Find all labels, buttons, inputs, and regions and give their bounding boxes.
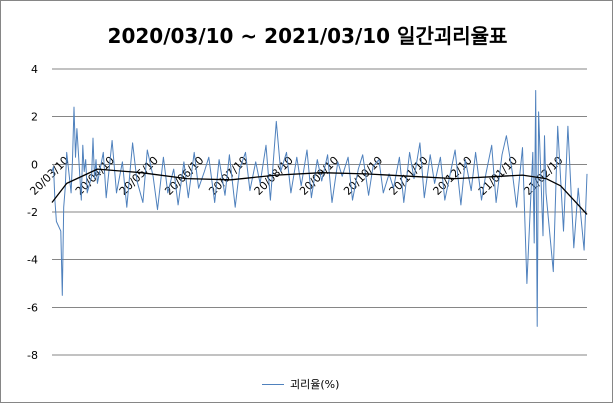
y-tick-label: -6 xyxy=(27,301,38,314)
chart-title: 2020/03/10 ~ 2021/03/10 일간괴리율표 xyxy=(107,24,508,48)
x-tick-label: 20/09/10 xyxy=(297,154,341,198)
y-tick-label: -4 xyxy=(27,254,38,267)
legend-swatch xyxy=(262,383,284,385)
y-tick-label: 0 xyxy=(31,158,38,171)
y-tick-label: 4 xyxy=(31,63,38,76)
legend: 괴리율(%) xyxy=(262,376,339,392)
y-tick-label: 2 xyxy=(31,111,38,124)
trend-line xyxy=(51,168,588,215)
legend-label: 괴리율(%) xyxy=(290,378,340,391)
y-tick-label: -2 xyxy=(27,206,38,219)
series-line-divergence xyxy=(51,90,588,327)
y-tick-label: -8 xyxy=(27,349,38,362)
